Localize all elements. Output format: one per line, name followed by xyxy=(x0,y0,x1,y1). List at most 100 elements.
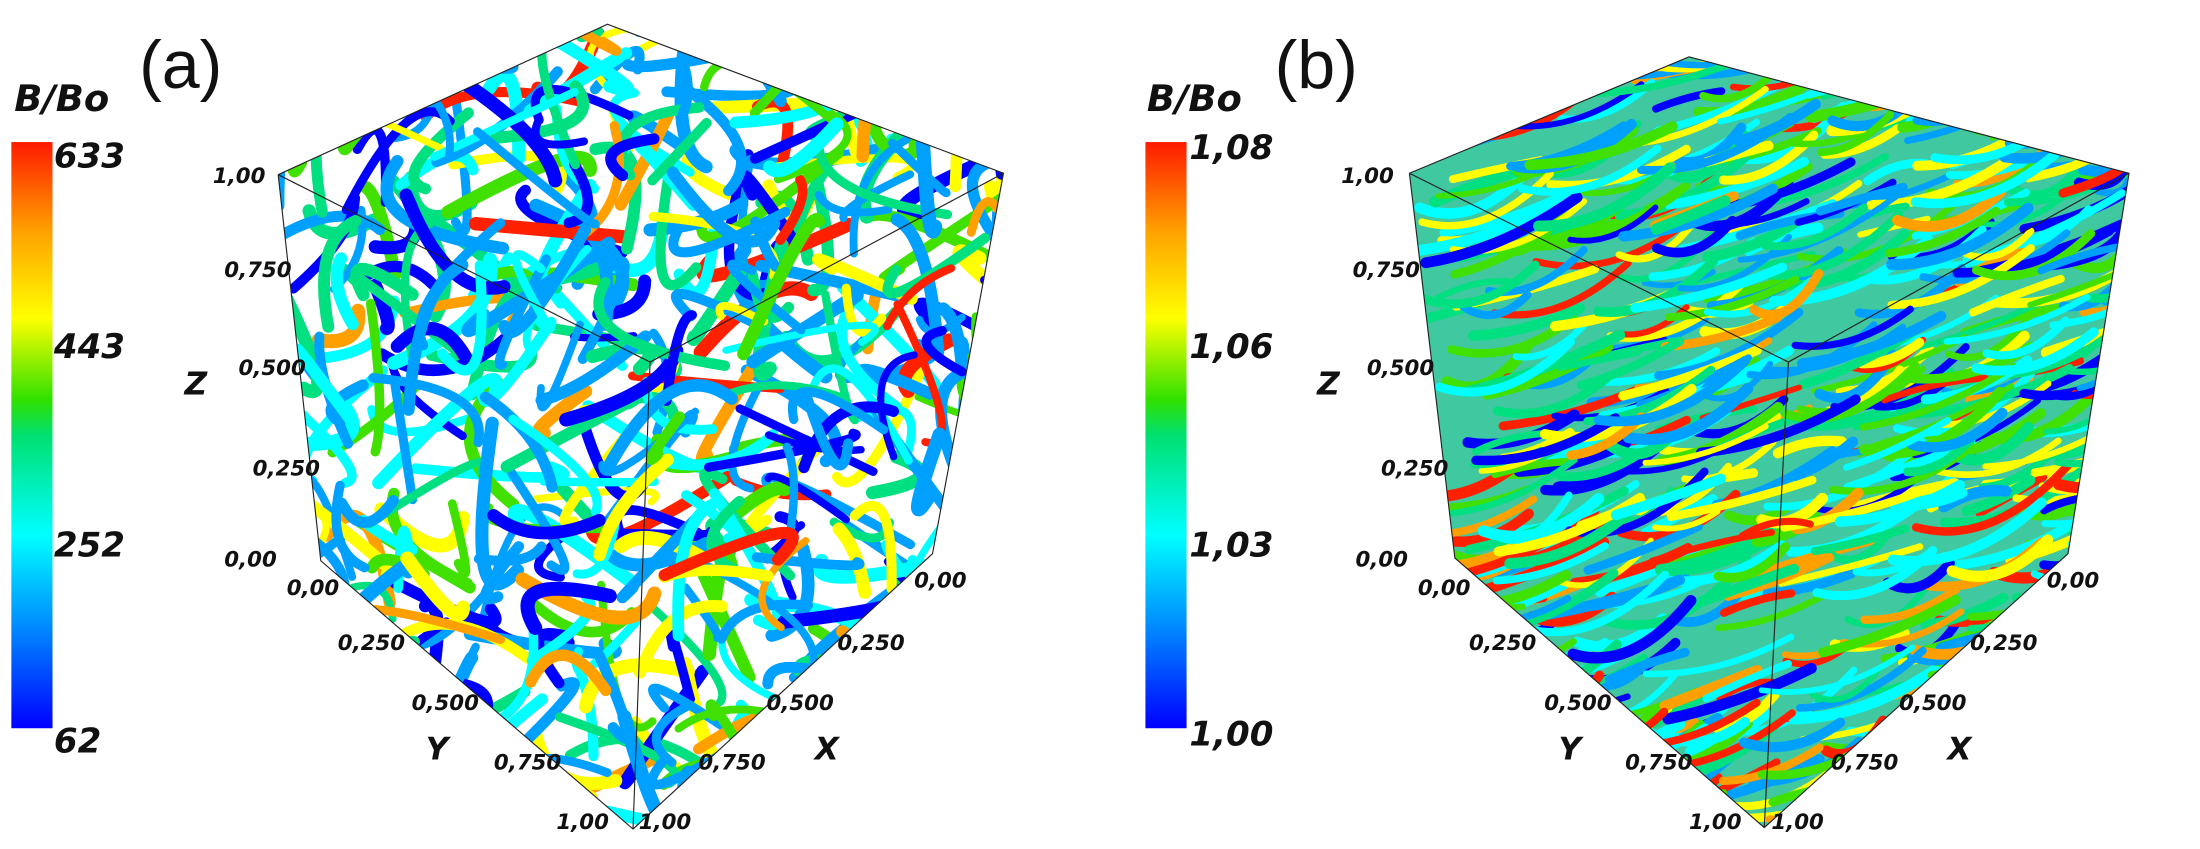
streamline xyxy=(336,650,378,733)
streamline xyxy=(1702,660,1793,703)
streamline xyxy=(2049,711,2130,764)
streamline xyxy=(1843,416,1952,471)
streamline xyxy=(1618,345,1762,401)
streamline xyxy=(2094,539,2130,590)
y-axis-label: Y xyxy=(426,731,452,767)
streamline xyxy=(616,102,705,181)
y-tick: 1,00 xyxy=(1689,810,1742,835)
streamline xyxy=(991,639,1004,675)
streamline xyxy=(699,468,796,581)
streamline xyxy=(358,30,451,57)
streamline xyxy=(1517,186,1684,251)
streamline xyxy=(1853,56,1996,64)
streamline xyxy=(852,752,958,787)
streamline xyxy=(1748,268,1824,320)
streamline xyxy=(1539,383,1697,443)
streamline xyxy=(887,138,951,198)
streamline xyxy=(1414,170,1529,219)
streamline xyxy=(1997,759,2105,789)
streamline xyxy=(1834,479,1966,527)
streamline xyxy=(1796,646,1927,712)
streamline xyxy=(699,780,766,830)
streamline xyxy=(1890,61,1989,102)
colorbar-tick: 252 xyxy=(54,526,125,566)
streamline xyxy=(836,40,919,70)
streamline xyxy=(1556,448,1646,482)
streamline xyxy=(2099,416,2130,468)
streamline xyxy=(494,254,551,370)
streamline xyxy=(2117,594,2130,612)
z-tick: 0,250 xyxy=(1381,457,1449,482)
streamline xyxy=(708,97,876,115)
streamline xyxy=(2005,683,2129,721)
streamline xyxy=(1429,751,1528,788)
streamline xyxy=(883,685,995,766)
streamline xyxy=(353,24,407,91)
streamline xyxy=(1662,128,1749,184)
streamline xyxy=(1583,522,1703,575)
streamline xyxy=(390,24,519,74)
streamline xyxy=(2082,594,2130,629)
streamline xyxy=(2051,655,2130,705)
streamline xyxy=(1654,308,1804,380)
streamline xyxy=(877,351,918,461)
streamline xyxy=(886,64,947,143)
streamline xyxy=(1472,429,1550,455)
streamline xyxy=(1887,497,2047,567)
streamline xyxy=(593,453,674,562)
y-tick: 0,00 xyxy=(1418,576,1471,601)
streamline xyxy=(1664,156,1810,210)
z-tick: 1,00 xyxy=(213,164,266,189)
streamline xyxy=(989,242,1004,369)
streamline xyxy=(863,708,962,747)
streamline xyxy=(311,303,366,349)
streamline xyxy=(307,650,389,751)
streamlines xyxy=(278,24,1004,830)
colorbar-tick: 62 xyxy=(54,721,101,761)
streamline xyxy=(1906,70,2060,127)
streamline xyxy=(2094,406,2130,479)
streamline xyxy=(1442,731,1554,789)
streamline xyxy=(2057,779,2130,827)
streamline xyxy=(311,71,373,102)
streamline xyxy=(1911,460,2074,536)
streamline xyxy=(1441,645,1537,691)
streamline xyxy=(735,404,878,476)
streamline xyxy=(768,41,899,74)
streamline xyxy=(670,288,762,330)
streamline xyxy=(928,570,967,725)
streamline xyxy=(2026,690,2130,758)
streamline xyxy=(481,772,537,830)
streamline xyxy=(868,649,1004,684)
streamline xyxy=(1418,260,1540,309)
streamline xyxy=(487,509,606,540)
streamline xyxy=(526,591,596,666)
panel-label: (a) xyxy=(139,27,222,103)
streamline xyxy=(928,718,971,823)
streamline xyxy=(1533,162,1676,232)
streamline xyxy=(2079,609,2130,676)
streamline xyxy=(1475,771,1547,818)
streamline xyxy=(1912,65,2028,126)
y-tick: 0,00 xyxy=(287,576,340,601)
streamline xyxy=(1733,98,1821,147)
y-tick: 0,750 xyxy=(494,750,562,775)
streamline xyxy=(1492,373,1612,419)
streamline xyxy=(828,676,882,735)
streamline xyxy=(328,24,427,53)
colorbar-tick: 1,08 xyxy=(1189,128,1273,168)
streamline xyxy=(1885,206,2001,258)
streamline xyxy=(1922,64,2003,97)
streamline xyxy=(475,416,524,591)
streamline xyxy=(788,387,889,435)
streamline xyxy=(2067,505,2130,548)
streamline xyxy=(336,495,399,528)
streamline xyxy=(328,24,358,142)
streamline xyxy=(1739,717,1846,753)
y-tick: 0,500 xyxy=(412,691,480,716)
streamline xyxy=(1418,689,1549,733)
streamline xyxy=(2111,626,2130,663)
streamline xyxy=(1975,74,2052,107)
streamline xyxy=(1987,747,2081,781)
streamline xyxy=(1512,316,1593,361)
